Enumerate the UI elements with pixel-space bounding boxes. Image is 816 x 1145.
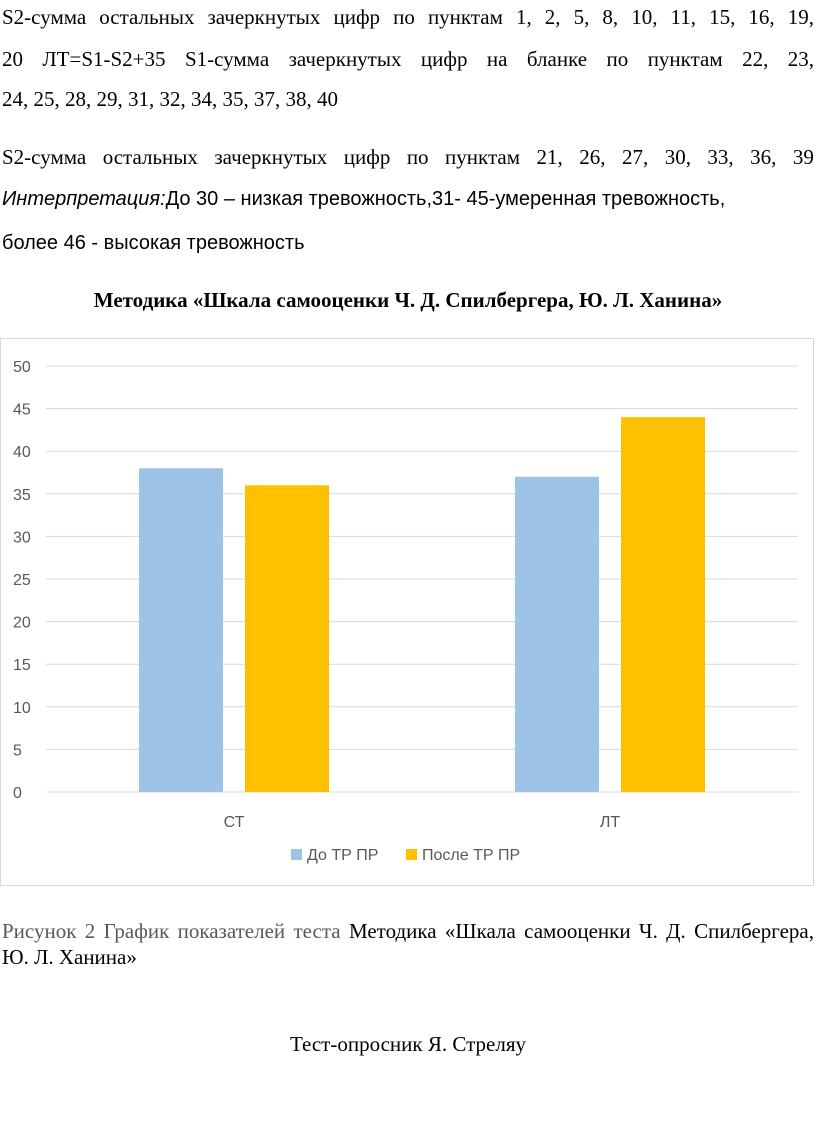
word: 2, [544, 5, 561, 29]
bar-after-1 [245, 485, 329, 792]
interpretation-line-2: более 46 - высокая тревожность [2, 232, 305, 254]
word: 11, [670, 5, 696, 29]
bar-before-2 [515, 476, 599, 792]
y-tick-label: 15 [13, 657, 31, 674]
y-tick-label: 5 [13, 742, 22, 759]
text-line-1: S2-сумма остальных зачеркнутых цифр по пункта… [2, 4, 814, 30]
bar-chart: 0 5 10 15 20 25 30 35 40 45 50 СТ ЛТ До ТР ПР После ТР… [0, 338, 814, 886]
legend-swatch [406, 849, 417, 860]
text-line-3: 24, 25, 28, 29, 31, 32, 34, 35, 37, 38, … [2, 87, 338, 111]
interpretation-text: До 30 – низкая тревожность,31- 45-умерен… [165, 188, 726, 210]
word: 15, [709, 5, 736, 29]
word: 8, [602, 5, 619, 29]
legend-label: После ТР ПР [422, 847, 520, 864]
word: 5, [573, 5, 590, 29]
interpretation-line: Интерпретация:До 30 – низкая тревожность… [2, 186, 814, 212]
caption-title: Методика «Шкала самооценки Ч. Д. Спилбер… [2, 919, 814, 969]
section-title: Тест-опросник Я. Стреляу [289, 1032, 526, 1056]
word: 27, [621, 145, 649, 169]
word: пунктам [647, 47, 723, 71]
text-line-2: 20 ЛТ=S1-S2+35 S1-сумма зачеркнутых цифр на бл… [2, 46, 814, 72]
word: по [393, 5, 415, 29]
word: цифр [333, 5, 381, 29]
word: остальных [99, 5, 195, 29]
chart-svg: 0 5 10 15 20 25 30 35 40 45 50 СТ ЛТ До ТР ПР После ТР… [13, 359, 798, 864]
bar-after-2 [621, 417, 705, 792]
word: 33, [707, 145, 734, 169]
y-tick-label: 40 [13, 444, 31, 461]
word: 30, [664, 145, 691, 169]
word: зачеркнутых [207, 5, 321, 29]
x-tick-label: ЛТ [600, 814, 621, 831]
y-tick-label: 35 [13, 487, 31, 504]
word: пунктам [445, 145, 520, 169]
word: 39 [792, 145, 814, 169]
word: на [486, 47, 508, 71]
word: 1, [515, 5, 532, 29]
word: 22, [742, 47, 769, 71]
interpretation-label: Интерпретация: [2, 188, 166, 210]
word: S2-сумма [2, 145, 87, 169]
word: 16, [748, 5, 775, 29]
word: бланке [526, 47, 588, 71]
y-tick-label: 25 [13, 572, 31, 589]
word: остальных [102, 145, 198, 169]
word: зачеркнутых [288, 47, 402, 71]
legend-label: До ТР ПР [307, 847, 378, 864]
word: 23, [787, 47, 814, 71]
word: S1-сумма [184, 47, 270, 71]
caption-prefix: Рисунок 2 График показателей теста [2, 919, 341, 943]
word: по [406, 145, 429, 169]
word: зачеркнутых [214, 145, 328, 169]
word: 19, [787, 5, 814, 29]
y-tick-label: 10 [13, 700, 31, 717]
chart-heading: Методика «Шкала самооценки Ч. Д. Спилбер… [93, 288, 723, 312]
word: 20 [2, 47, 23, 71]
bar-before-1 [139, 468, 223, 792]
figure-caption: Рисунок 2 График показателей теста Метод… [2, 918, 814, 970]
y-tick-label: 30 [13, 529, 31, 546]
y-tick-label: 20 [13, 615, 31, 632]
word: ЛТ=S1-S2+35 [42, 47, 166, 71]
word: цифр [343, 145, 391, 169]
word: пунктам [427, 5, 503, 29]
y-tick-label: 45 [13, 402, 31, 419]
x-tick-label: СТ [224, 814, 245, 831]
word: цифр [420, 47, 468, 71]
y-tick-label: 50 [13, 359, 31, 376]
word: 21, [536, 145, 563, 169]
legend-swatch [291, 849, 302, 860]
word: по [606, 47, 629, 71]
word: S2-сумма [2, 5, 87, 29]
y-tick-label: 0 [13, 785, 22, 802]
text-line-4: S2-сумма остальных зачеркнутых цифр по пункта… [2, 144, 814, 170]
word: 36, [750, 145, 777, 169]
word: 26, [579, 145, 606, 169]
word: 10, [631, 5, 658, 29]
